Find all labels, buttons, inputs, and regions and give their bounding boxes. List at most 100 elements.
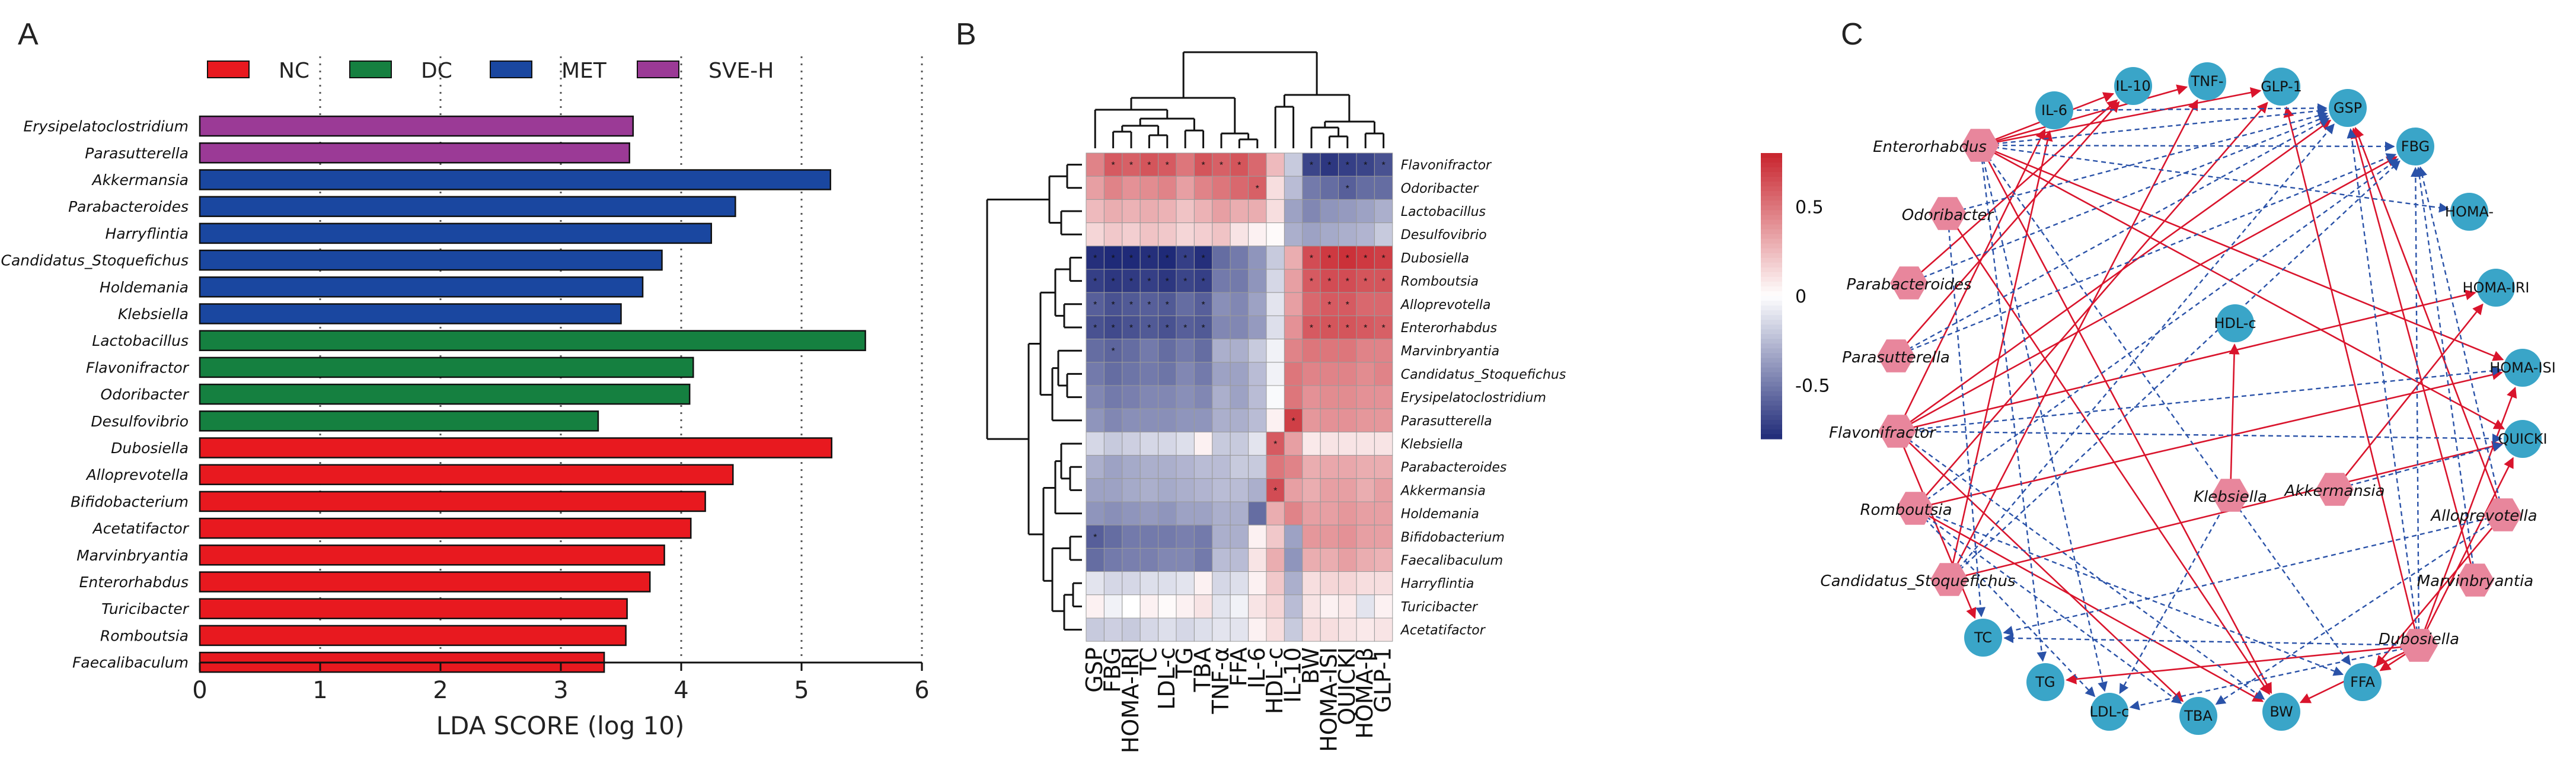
metabolic-index-node <box>2396 128 2434 165</box>
heatmap-cell <box>1230 524 1249 549</box>
heatmap-cell <box>1374 408 1393 432</box>
negative-edge <box>2119 507 2224 695</box>
colorbar-segment <box>1761 424 1782 430</box>
heatmap-cell <box>1193 222 1213 247</box>
heatmap-cell <box>1176 246 1195 270</box>
heatmap-cell <box>1139 501 1159 526</box>
significance-star: * <box>1166 277 1169 287</box>
significance-star: * <box>1147 253 1151 263</box>
heatmap-cell <box>1176 455 1195 479</box>
heatmap-cell <box>1176 222 1195 247</box>
heatmap-cell <box>1086 478 1105 502</box>
heatmap-cell <box>1302 246 1321 270</box>
lda-bar <box>199 222 712 244</box>
heatmap-cell <box>1230 547 1249 572</box>
heatmap-cell <box>1176 478 1195 502</box>
heatmap-cell <box>1320 222 1339 247</box>
panel-b-heatmap: B * * * * * * * * * * * ** ** * * * * * * * * * * ** * * * * * * * * * * *… <box>956 17 1830 753</box>
heatmap-cell <box>1248 431 1267 456</box>
heatmap-cell <box>1302 315 1321 340</box>
heatmap-cell <box>1374 385 1393 409</box>
heatmap-cell <box>1176 594 1195 619</box>
heatmap-cell <box>1158 455 1177 479</box>
colorbar-segment <box>1761 257 1782 263</box>
heatmap-row-label: Akkermansia <box>1400 483 1486 498</box>
heatmap-cell <box>1193 594 1213 619</box>
heatmap-cell <box>1212 594 1231 619</box>
colorbar-segment <box>1761 367 1782 373</box>
negative-edge <box>1926 158 2399 501</box>
lda-bars <box>199 115 866 673</box>
heatmap-cell <box>1212 385 1231 409</box>
heatmap-cell <box>1320 431 1339 456</box>
heatmap-cell <box>1139 455 1159 479</box>
heatmap-cell <box>1266 362 1285 386</box>
significance-star: * <box>1346 253 1349 263</box>
heatmap-cell <box>1266 594 1285 619</box>
network-nodes: IL-6 IL-10 TNF- GLP-1 GSP FBG HOMA- HOMA-IRI HOM… <box>1820 62 2556 735</box>
colorbar-segment <box>1761 163 1782 168</box>
colorbar-segment <box>1761 158 1782 163</box>
heatmap-cell <box>1158 617 1177 642</box>
colorbar-segment <box>1761 343 1782 349</box>
heatmap-cell <box>1356 455 1375 479</box>
legend-swatch <box>490 61 532 78</box>
significance-star: * <box>1166 253 1169 263</box>
heatmap-cell <box>1230 408 1249 432</box>
lda-taxon-label: Turicibacter <box>101 600 190 617</box>
heatmap-cell <box>1158 385 1177 409</box>
heatmap-cell <box>1374 501 1393 526</box>
heatmap-cell <box>1338 478 1357 502</box>
heatmap-cell <box>1122 617 1141 642</box>
heatmap-cell <box>1338 339 1357 363</box>
significance-star: * <box>1364 323 1367 333</box>
genus-node <box>2456 563 2494 597</box>
lda-tick-label: 5 <box>794 677 809 704</box>
metabolic-index-node <box>2477 269 2515 307</box>
heatmap-cell <box>1338 222 1357 247</box>
heatmap-cell <box>1320 385 1339 409</box>
panel-a-lda-chart: A NC DC MET SVE-H Erysipelatoclostridium Par… <box>1 17 930 740</box>
heatmap-cell <box>1103 478 1123 502</box>
colorbar-tick-label: 0.5 <box>1795 197 1824 218</box>
heatmap-cell <box>1139 246 1159 270</box>
legend-swatch <box>637 61 679 78</box>
heatmap-cell <box>1302 408 1321 432</box>
heatmap-cell <box>1356 199 1375 224</box>
heatmap-cell <box>1302 524 1321 549</box>
heatmap-cell <box>1248 594 1267 619</box>
heatmap-cell <box>1356 362 1375 386</box>
heatmap-cell <box>1230 246 1249 270</box>
lda-taxon-label: Desulfovibrio <box>91 413 189 430</box>
significance-star: * <box>1129 323 1133 333</box>
significance-star: * <box>1364 253 1367 263</box>
positive-edge <box>1992 151 2505 430</box>
heatmap-cell <box>1193 455 1213 479</box>
heatmap-cell <box>1086 617 1105 642</box>
negative-edge <box>1908 117 2330 350</box>
heatmap-cell <box>1338 362 1357 386</box>
heatmap-cell <box>1122 594 1141 619</box>
heatmap-cell <box>1248 408 1267 432</box>
significance-star: * <box>1129 277 1133 287</box>
heatmap-cell <box>1193 315 1213 340</box>
significance-star: * <box>1093 533 1097 543</box>
heatmap-cell <box>1374 478 1393 502</box>
heatmap-row-label: Lactobacillus <box>1401 205 1486 219</box>
heatmap-cell <box>1158 176 1177 200</box>
heatmap-cell <box>1266 385 1285 409</box>
colorbar-segment <box>1761 172 1782 177</box>
positive-edge <box>2229 343 2240 482</box>
heatmap-cell <box>1284 547 1303 572</box>
significance-star: * <box>1381 253 1385 263</box>
heatmap-cell <box>1176 385 1195 409</box>
colorbar-segment <box>1761 215 1782 221</box>
panel-c-letter: C <box>1841 17 1863 52</box>
heatmap-cell <box>1338 547 1357 572</box>
heatmap-cell <box>1302 501 1321 526</box>
heatmap-cell <box>1356 385 1375 409</box>
heatmap-cell <box>1212 152 1231 177</box>
heatmap-cell <box>1176 152 1195 177</box>
heatmap-cell <box>1320 246 1339 270</box>
heatmap-cell <box>1193 547 1213 572</box>
